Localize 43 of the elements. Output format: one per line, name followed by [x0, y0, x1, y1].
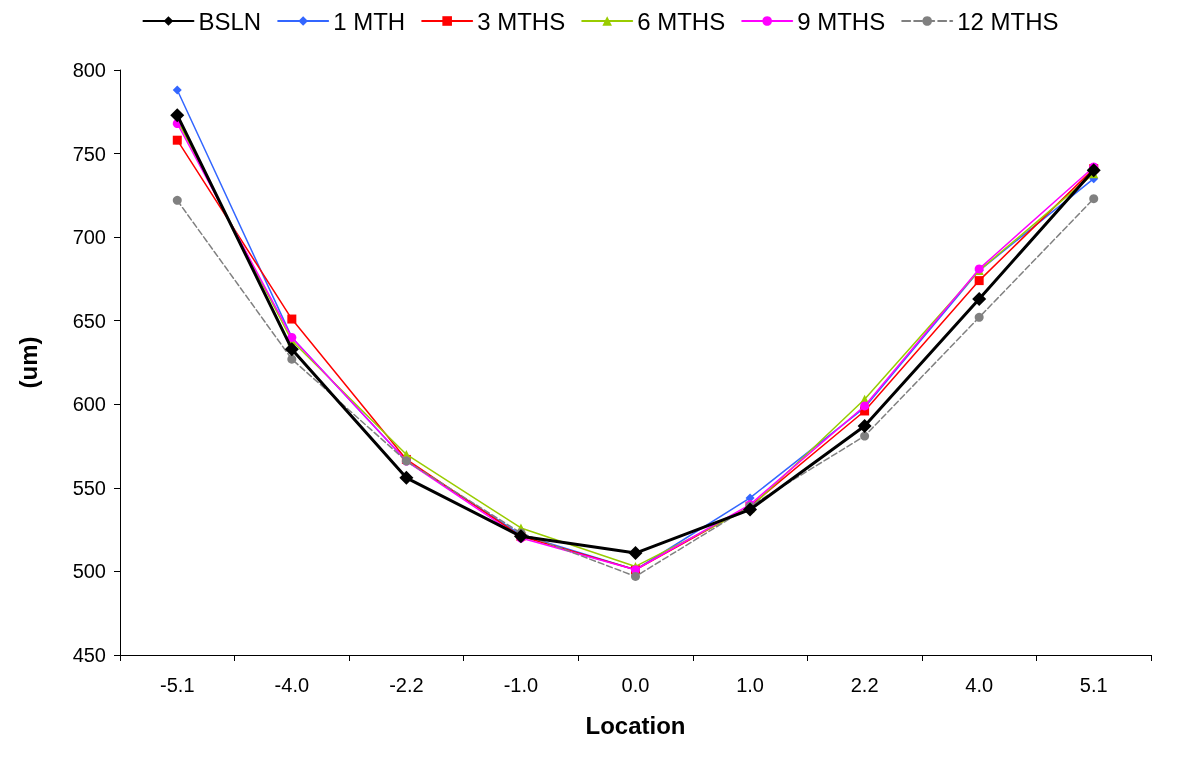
legend-label: 12 MTHS — [957, 7, 1059, 35]
legend-label: 9 MTHS — [797, 7, 886, 35]
y-tick-label: 500 — [72, 560, 106, 583]
legend-label: 3 MTHS — [477, 7, 566, 35]
point — [284, 342, 299, 357]
point — [1089, 194, 1099, 204]
point — [287, 354, 297, 364]
y-tick-label: 450 — [72, 644, 106, 666]
point — [172, 85, 182, 95]
point — [628, 546, 643, 561]
y-tick-label: 650 — [72, 309, 106, 332]
y-axis-title: (um) — [14, 336, 42, 389]
y-tick-label: 800 — [72, 59, 106, 81]
point — [860, 431, 870, 441]
x-tick-label: 4.0 — [965, 674, 994, 696]
x-tick-label: -4.0 — [274, 674, 310, 696]
point — [972, 291, 987, 306]
x-tick-label: -2.2 — [389, 674, 424, 696]
x-tick-label: 5.1 — [1079, 674, 1108, 696]
point — [631, 571, 640, 581]
point — [857, 419, 872, 434]
legend-label: 1 MTH — [333, 7, 406, 35]
legend-label: 6 MTHS — [637, 7, 726, 35]
legend-label: BSLN — [198, 7, 262, 35]
point — [287, 314, 297, 324]
x-tick-label: -5.1 — [160, 674, 195, 696]
x-tick-label: 1.0 — [736, 674, 764, 696]
point — [743, 502, 758, 517]
x-tick-label: -1.0 — [503, 674, 539, 696]
y-tick-label: 550 — [72, 476, 106, 499]
point — [1086, 163, 1101, 178]
x-axis-title: Location — [585, 711, 686, 739]
point — [172, 195, 182, 205]
x-tick-label: 2.2 — [850, 674, 879, 696]
y-tick-label: 750 — [72, 142, 106, 165]
point — [172, 135, 182, 145]
x-tick-label: 0.0 — [621, 674, 650, 696]
point — [170, 108, 185, 123]
y-tick-label: 600 — [72, 393, 106, 416]
point — [399, 470, 414, 485]
point — [974, 312, 984, 322]
point — [974, 276, 984, 286]
y-tick-label: 700 — [72, 226, 106, 249]
